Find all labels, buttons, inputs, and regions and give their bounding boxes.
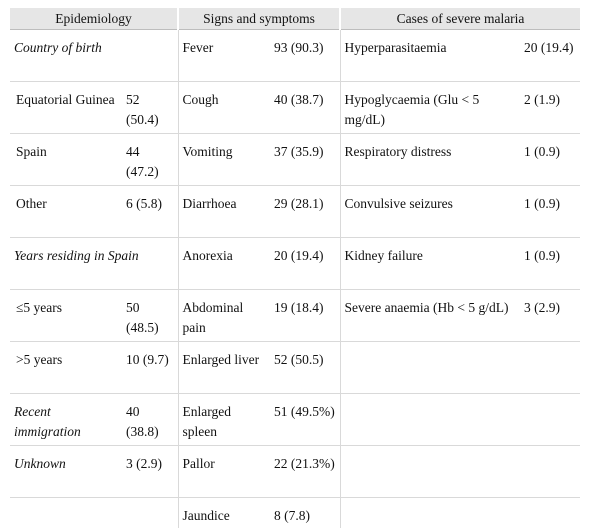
severe-value: 3 (2.9) bbox=[520, 290, 580, 342]
sign-label: Pallor bbox=[178, 446, 270, 498]
table-row: Country of birth Fever 93 (90.3) Hyperpa… bbox=[10, 30, 580, 82]
epi-label: Unknown bbox=[10, 446, 122, 498]
sign-label: Anorexia bbox=[178, 238, 270, 290]
severe-value bbox=[520, 498, 580, 528]
epi-value: 40 (38.8) bbox=[122, 394, 178, 446]
table-row: Years residing in Spain Anorexia 20 (19.… bbox=[10, 238, 580, 290]
sign-value: 29 (28.1) bbox=[270, 186, 340, 238]
severe-value: 2 (1.9) bbox=[520, 82, 580, 134]
table-row: Equatorial Guinea 52 (50.4) Cough 40 (38… bbox=[10, 82, 580, 134]
severe-label: Severe anaemia (Hb < 5 g/dL) bbox=[340, 290, 520, 342]
epi-label: ≤5 years bbox=[10, 290, 122, 342]
sign-label: Abdominal pain bbox=[178, 290, 270, 342]
table-row: Other 6 (5.8) Diarrhoea 29 (28.1) Convul… bbox=[10, 186, 580, 238]
epi-group-label: Years residing in Spain bbox=[10, 238, 178, 290]
table-row: Jaundice 8 (7.8) bbox=[10, 498, 580, 528]
epi-label: Spain bbox=[10, 134, 122, 186]
header-epidemiology: Epidemiology bbox=[10, 8, 178, 30]
sign-label: Jaundice bbox=[178, 498, 270, 528]
epi-group-label: Country of birth bbox=[10, 30, 178, 82]
severe-value: 1 (0.9) bbox=[520, 134, 580, 186]
epi-value: 10 (9.7) bbox=[122, 342, 178, 394]
header-severe-malaria: Cases of severe malaria bbox=[340, 8, 580, 30]
sign-value: 93 (90.3) bbox=[270, 30, 340, 82]
epi-label bbox=[10, 498, 122, 528]
severe-value bbox=[520, 394, 580, 446]
epi-label: Recent immigration bbox=[10, 394, 122, 446]
epi-value: 3 (2.9) bbox=[122, 446, 178, 498]
severe-label bbox=[340, 342, 520, 394]
severe-label: Hypoglycaemia (Glu < 5 mg/dL) bbox=[340, 82, 520, 134]
severe-value bbox=[520, 446, 580, 498]
epi-label: Other bbox=[10, 186, 122, 238]
table-row: Recent immigration 40 (38.8) Enlarged sp… bbox=[10, 394, 580, 446]
severe-value bbox=[520, 342, 580, 394]
sign-value: 19 (18.4) bbox=[270, 290, 340, 342]
sign-label: Enlarged spleen bbox=[178, 394, 270, 446]
severe-value: 1 (0.9) bbox=[520, 186, 580, 238]
sign-label: Diarrhoea bbox=[178, 186, 270, 238]
severe-value: 1 (0.9) bbox=[520, 238, 580, 290]
severe-label bbox=[340, 498, 520, 528]
sign-value: 8 (7.8) bbox=[270, 498, 340, 528]
severe-label bbox=[340, 394, 520, 446]
table-row: >5 years 10 (9.7) Enlarged liver 52 (50.… bbox=[10, 342, 580, 394]
sign-label: Fever bbox=[178, 30, 270, 82]
severe-label bbox=[340, 446, 520, 498]
malaria-table: Epidemiology Signs and symptoms Cases of… bbox=[10, 8, 580, 528]
epi-label: Equatorial Guinea bbox=[10, 82, 122, 134]
epi-label: >5 years bbox=[10, 342, 122, 394]
epi-value: 6 (5.8) bbox=[122, 186, 178, 238]
sign-value: 37 (35.9) bbox=[270, 134, 340, 186]
severe-value: 20 (19.4) bbox=[520, 30, 580, 82]
sign-label: Enlarged liver bbox=[178, 342, 270, 394]
table-row: Spain 44 (47.2) Vomiting 37 (35.9) Respi… bbox=[10, 134, 580, 186]
sign-value: 22 (21.3%) bbox=[270, 446, 340, 498]
severe-label: Respiratory distress bbox=[340, 134, 520, 186]
sign-label: Cough bbox=[178, 82, 270, 134]
sign-value: 40 (38.7) bbox=[270, 82, 340, 134]
epi-value bbox=[122, 498, 178, 528]
table-row: Unknown 3 (2.9) Pallor 22 (21.3%) bbox=[10, 446, 580, 498]
sign-value: 51 (49.5%) bbox=[270, 394, 340, 446]
header-signs-symptoms: Signs and symptoms bbox=[178, 8, 340, 30]
epi-value: 50 (48.5) bbox=[122, 290, 178, 342]
severe-label: Hyperparasitaemia bbox=[340, 30, 520, 82]
epi-value: 44 (47.2) bbox=[122, 134, 178, 186]
epi-value: 52 (50.4) bbox=[122, 82, 178, 134]
severe-label: Convulsive seizures bbox=[340, 186, 520, 238]
header-row: Epidemiology Signs and symptoms Cases of… bbox=[10, 8, 580, 30]
sign-label: Vomiting bbox=[178, 134, 270, 186]
sign-value: 20 (19.4) bbox=[270, 238, 340, 290]
sign-value: 52 (50.5) bbox=[270, 342, 340, 394]
severe-label: Kidney failure bbox=[340, 238, 520, 290]
table-row: ≤5 years 50 (48.5) Abdominal pain 19 (18… bbox=[10, 290, 580, 342]
